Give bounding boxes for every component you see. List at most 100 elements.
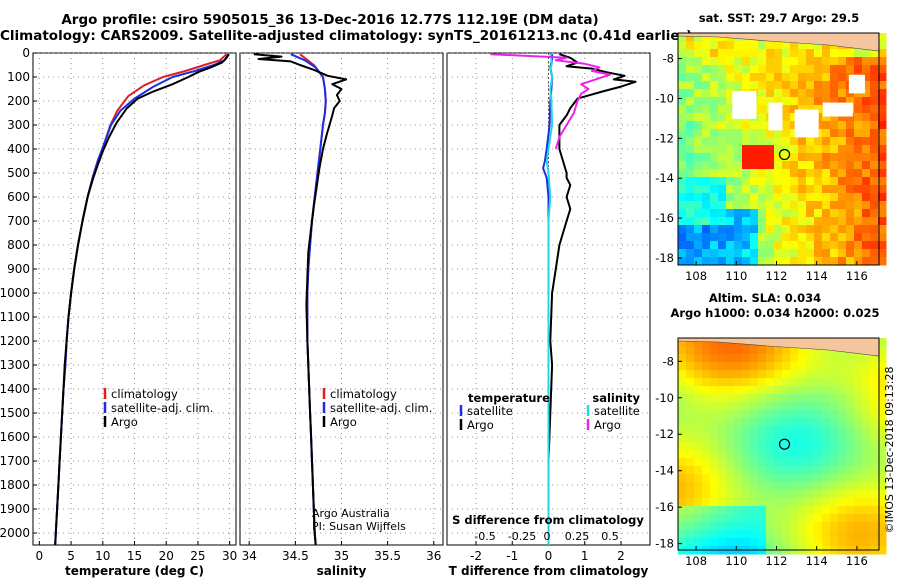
map-cell — [742, 201, 751, 210]
map-cell — [710, 241, 719, 250]
map-cell — [782, 402, 791, 411]
map-cell — [822, 370, 831, 379]
map-cell — [758, 458, 767, 467]
map-cell — [678, 49, 687, 58]
map-cell — [702, 362, 711, 371]
map-cell — [814, 346, 823, 355]
map-cell — [718, 249, 727, 258]
map-cell — [718, 506, 727, 515]
map-cell — [862, 362, 871, 371]
map-cell — [862, 225, 871, 234]
map-cell — [814, 97, 823, 106]
map-cell — [742, 129, 751, 138]
map-cell — [854, 458, 863, 467]
map-cell — [742, 402, 751, 411]
map-cell — [878, 161, 887, 170]
map-cell — [726, 386, 735, 395]
map-cell — [702, 121, 711, 130]
x-tick-label: 15 — [127, 549, 142, 563]
map-cell — [830, 209, 839, 218]
map-cell — [678, 442, 687, 451]
map-cell — [702, 410, 711, 419]
map-cell — [806, 209, 815, 218]
map-cell — [878, 65, 887, 74]
map-cell — [814, 370, 823, 379]
map-cell — [806, 402, 815, 411]
map-cell — [686, 418, 695, 427]
map-cell — [782, 490, 791, 499]
map-cell — [678, 33, 687, 42]
map-cell — [790, 538, 799, 547]
map-cell — [702, 137, 711, 146]
map-cell — [822, 161, 831, 170]
map-cell — [878, 89, 887, 98]
map-cell — [790, 137, 799, 146]
map-cell — [718, 482, 727, 491]
map-cell — [694, 105, 703, 114]
map-cell — [798, 161, 807, 170]
map-cell — [814, 49, 823, 58]
map-cell — [806, 354, 815, 363]
map-cell — [710, 217, 719, 226]
map-cell — [702, 41, 711, 50]
map-cell — [726, 506, 735, 515]
map-cell — [758, 418, 767, 427]
map-cell — [870, 378, 879, 387]
map-cell — [710, 57, 719, 66]
map-cell — [678, 418, 687, 427]
map-cell — [854, 217, 863, 226]
map-cell — [702, 249, 711, 258]
legend-label: satellite — [594, 404, 640, 418]
map-cell — [702, 482, 711, 491]
map-cell — [878, 442, 887, 451]
map-cell — [830, 402, 839, 411]
map-cell — [710, 354, 719, 363]
map-cell — [798, 201, 807, 210]
map-cell — [814, 402, 823, 411]
map-cell — [830, 386, 839, 395]
map-cell — [758, 209, 767, 218]
map-cell — [702, 49, 711, 58]
map-cell — [734, 169, 743, 178]
map-cell — [718, 241, 727, 250]
map-cell — [702, 145, 711, 154]
map-cell — [694, 121, 703, 130]
map-cell — [870, 113, 879, 122]
map-cell — [686, 233, 695, 242]
map-cell — [726, 81, 735, 90]
map-cell — [838, 233, 847, 242]
map-cell — [710, 249, 719, 258]
map-cell — [766, 410, 775, 419]
map-cell — [806, 418, 815, 427]
map-cell — [694, 113, 703, 122]
x-tick-label: 34 — [242, 549, 257, 563]
x-tick-label: 35 — [334, 549, 349, 563]
map-cell — [726, 370, 735, 379]
map-cell — [822, 145, 831, 154]
map-lon-label: 116 — [846, 269, 868, 283]
map-cell — [734, 225, 743, 234]
map-cell — [766, 73, 775, 82]
map-cell — [854, 394, 863, 403]
map-cell — [806, 65, 815, 74]
map-cell — [766, 233, 775, 242]
map-cell — [718, 394, 727, 403]
map-cell — [814, 466, 823, 475]
map-cell — [750, 193, 759, 202]
map-lat-label: -8 — [663, 52, 674, 66]
map-cell — [846, 498, 855, 507]
map-cell — [774, 185, 783, 194]
map-cell — [774, 209, 783, 218]
map-cell — [870, 482, 879, 491]
map-cell — [718, 217, 727, 226]
no-data-patch — [732, 91, 757, 119]
map-cell — [846, 506, 855, 515]
map-cell — [686, 474, 695, 483]
y-tick-label: 0 — [22, 46, 30, 60]
map-cell — [718, 105, 727, 114]
map-cell — [750, 145, 759, 154]
map-cell — [750, 73, 759, 82]
map-cell — [758, 169, 767, 178]
map-lon-label: 108 — [685, 554, 707, 568]
map-cell — [878, 33, 887, 42]
